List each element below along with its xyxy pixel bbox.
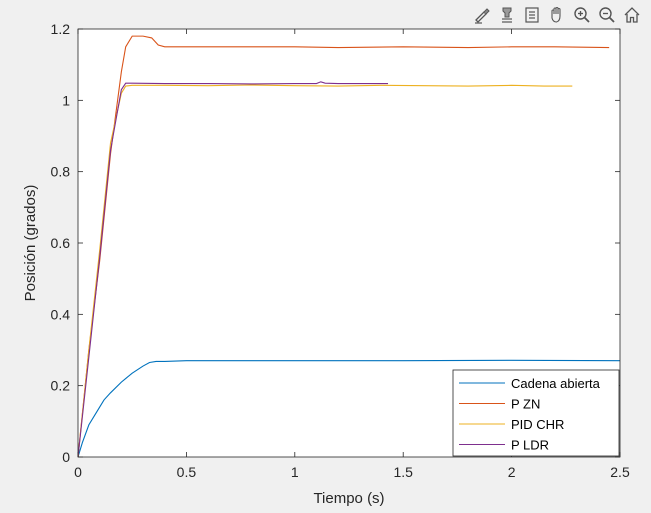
series-line-0 xyxy=(77,359,621,458)
series-lines xyxy=(77,35,621,458)
y-tick-label: 0.4 xyxy=(51,306,71,322)
y-axis-label: Posición (grados) xyxy=(22,185,39,302)
x-tick-label: 0 xyxy=(74,464,82,480)
brush-icon[interactable] xyxy=(471,4,493,26)
x-tick-label: 0.5 xyxy=(177,464,197,480)
legend-label: PID CHR xyxy=(511,417,564,432)
axes xyxy=(77,28,621,458)
y-tick-label: 1.2 xyxy=(51,21,71,37)
legend-box xyxy=(452,369,620,457)
data-cursor-icon[interactable] xyxy=(496,4,518,26)
y-tick-label: 0 xyxy=(62,449,70,465)
home-icon[interactable] xyxy=(621,4,643,26)
x-tick-label: 1 xyxy=(291,464,299,480)
legend: Cadena abierta P ZN PID CHR P LDR xyxy=(452,369,620,457)
x-tick-label: 1.5 xyxy=(393,464,413,480)
x-tick-label: 2 xyxy=(508,464,516,480)
y-tick-label: 0.6 xyxy=(51,235,71,251)
series-line-3 xyxy=(77,81,389,458)
legend-label: Cadena abierta xyxy=(511,376,601,391)
zoom-in-icon[interactable] xyxy=(571,4,593,26)
tick-labels: 0 0.5 1 1.5 2 2.5 0 0.2 0.4 0.6 0.8 1 1.2 xyxy=(51,21,630,480)
legend-label: P LDR xyxy=(511,438,549,453)
figure-toolbar xyxy=(471,3,643,27)
pan-hand-icon[interactable] xyxy=(546,4,568,26)
y-tick-label: 1 xyxy=(62,92,70,108)
series-line-2 xyxy=(77,84,573,458)
y-tick-label: 0.8 xyxy=(51,164,71,180)
zoom-out-icon[interactable] xyxy=(596,4,618,26)
legend-icon[interactable] xyxy=(521,4,543,26)
legend-label: P ZN xyxy=(511,397,540,412)
y-tick-label: 0.2 xyxy=(51,378,71,394)
x-axis-label: Tiempo (s) xyxy=(313,490,384,507)
x-tick-label: 2.5 xyxy=(610,464,630,480)
